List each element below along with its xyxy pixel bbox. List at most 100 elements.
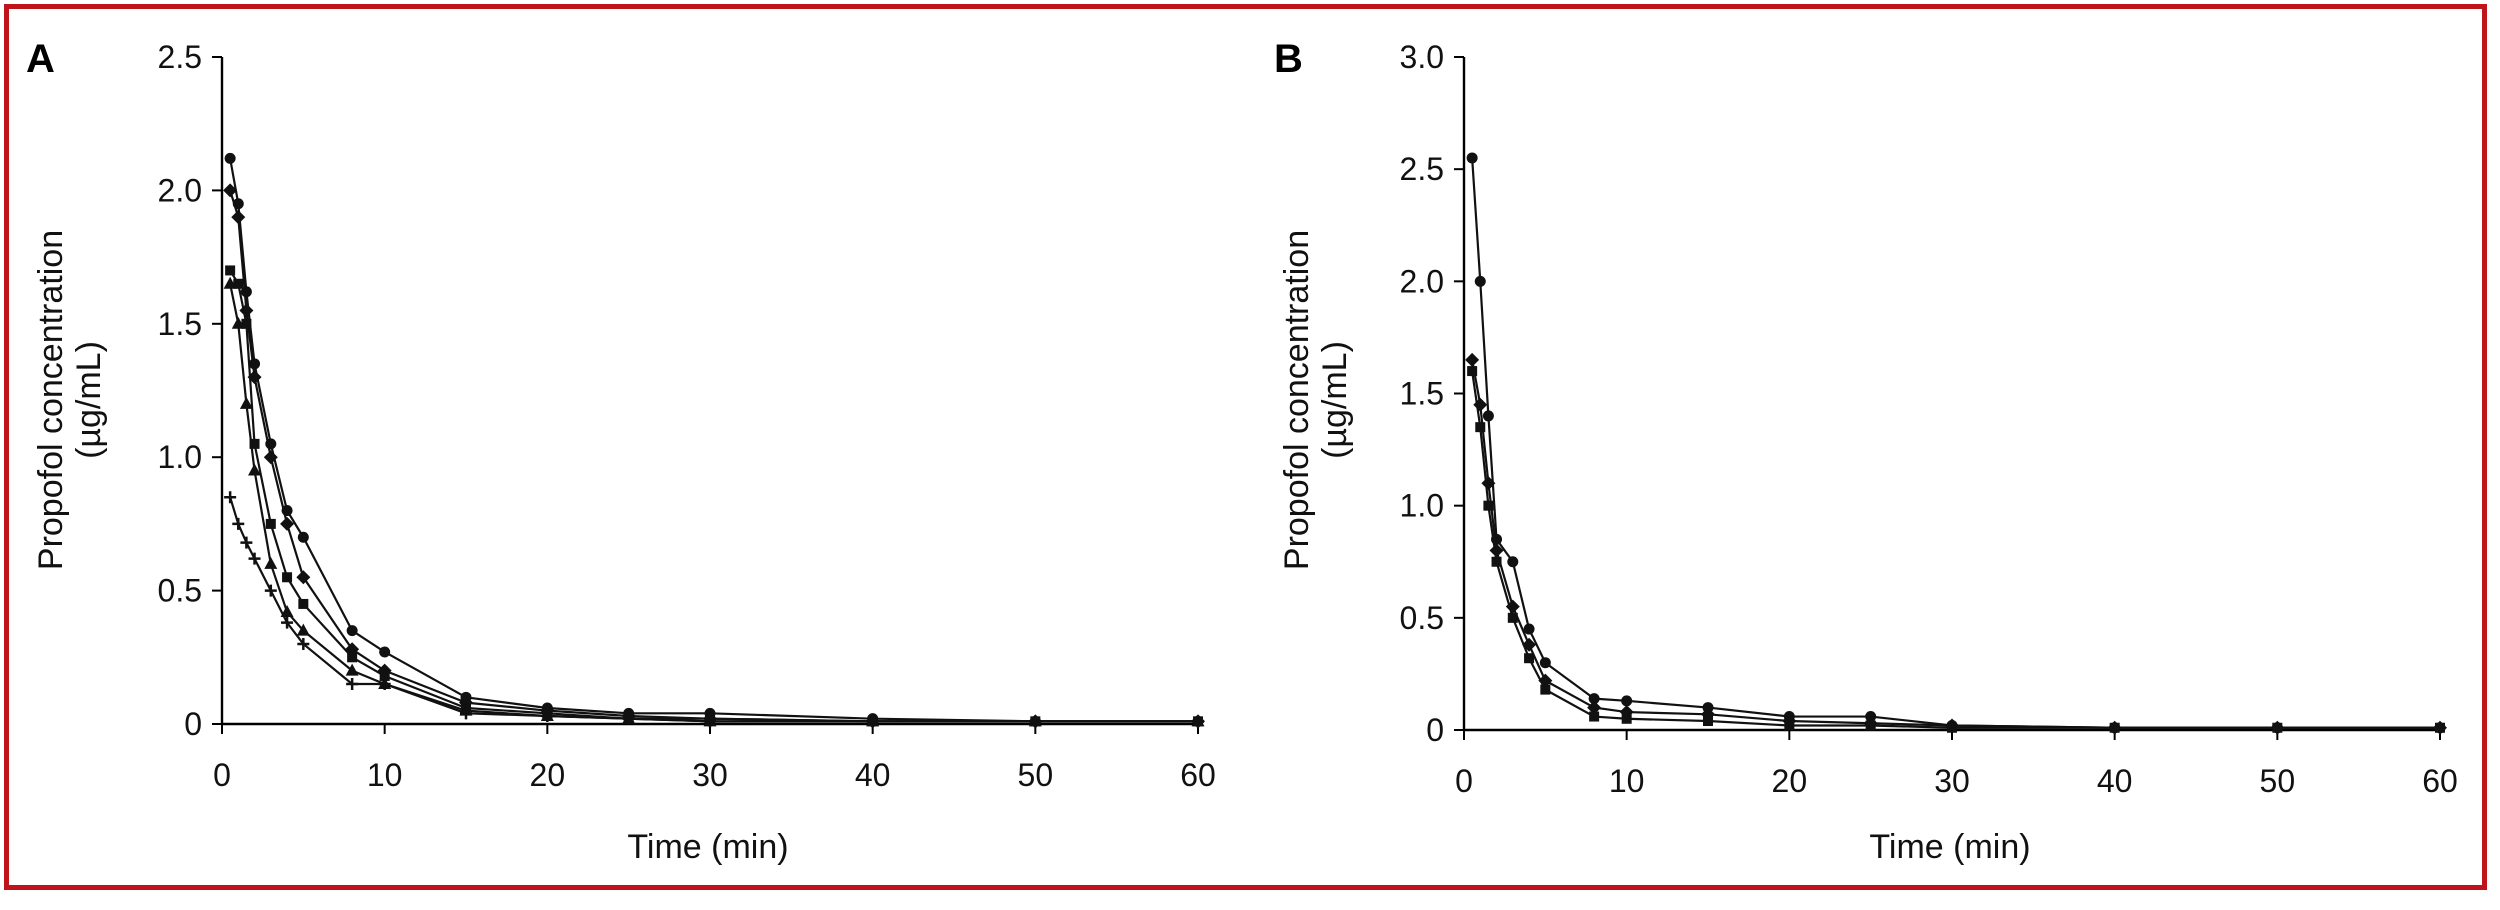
panel-a-x-tick-label: 40	[855, 757, 891, 793]
panel-a-series-2-line	[229, 190, 1198, 723]
panel-a-series-2-point	[296, 570, 311, 585]
panel-a-series-1-point	[297, 531, 309, 543]
panel-b-series-3-point	[1947, 722, 1957, 733]
panel-b-y-tick-label: 2.5	[1400, 151, 1444, 187]
panel-a-series-5-point	[240, 536, 253, 549]
panel-a-series-4-line	[229, 283, 1198, 723]
panel-a-series-5-point	[264, 584, 277, 597]
panel-a-series-3-point	[298, 598, 309, 609]
panel-b-ylabel-line1: Propofol concentration	[1278, 230, 1316, 570]
panel-a-x-tick-label: 20	[530, 757, 566, 793]
panel-a-series-3-point	[265, 518, 276, 529]
panel-b-series-3-point	[1467, 366, 1478, 377]
panel-a-series-3-point	[249, 438, 260, 449]
panel-a-y-tick-label: 2.0	[158, 172, 202, 208]
panel-b-series-1-point	[1466, 152, 1478, 164]
panel-a-y-tick-label: 0	[184, 706, 202, 742]
panel-b-series-3-point	[1540, 684, 1551, 695]
panel-a-series-4-point	[223, 276, 237, 289]
panel-b-chart: B Propofol concentration (µg/mL) Time (m…	[1274, 37, 2458, 866]
panel-b-y-tick-label: 0.5	[1400, 600, 1444, 636]
panel-b-x-tick-label: 10	[1609, 763, 1645, 799]
panel-b-x-tick-label: 20	[1772, 763, 1808, 799]
panel-b-xlabel: Time (min)	[1869, 828, 2030, 866]
panel-a-series-5-point	[622, 712, 635, 725]
panel-a-x-tick-label: 30	[692, 757, 728, 793]
panel-a-series-5-point	[378, 677, 391, 690]
panel-a-series-5-point	[232, 517, 245, 530]
panel-a-ylabel-line2: (µg/mL)	[70, 341, 108, 459]
panel-b-x-tick-label: 40	[2097, 763, 2133, 799]
panel-a-series-5-point	[1192, 715, 1204, 728]
panel-a-label: A	[26, 37, 55, 81]
panel-a-chart: A Propofol concentration (µg/mL) Time (m…	[26, 37, 1216, 866]
panel-b-y-tick-label: 2.0	[1400, 263, 1444, 299]
panel-a-series-1-point	[249, 358, 261, 370]
panel-b-x-tick-label: 60	[2422, 763, 2458, 799]
panel-a-series-1-point	[379, 646, 391, 658]
panel-a-series-1-point	[346, 625, 358, 637]
panel-b-series-2-point	[1587, 700, 1602, 715]
panel-a-series-5-point	[704, 715, 716, 728]
panel-b-series-1-point	[1621, 695, 1633, 707]
panel-a-series-5-point	[1029, 715, 1042, 728]
panel-b-y-tick-label: 0	[1426, 712, 1444, 748]
panel-a-series-2-point	[280, 516, 295, 531]
panel-b-series-3-point	[1524, 653, 1535, 664]
panel-a-series-4-point	[239, 396, 253, 409]
panel-a-series-2-point	[239, 303, 254, 318]
panel-a-series-1-point	[224, 152, 236, 164]
figure-frame	[4, 4, 2487, 890]
panel-a-x-tick-label: 10	[367, 757, 403, 793]
panel-b-series-3-point	[1483, 500, 1494, 511]
panel-a-series-4-point	[296, 623, 310, 636]
panel-a-series-3-point	[282, 572, 293, 583]
panel-a-series-5-point	[248, 552, 261, 565]
panel-a-series-3-point	[225, 265, 236, 276]
panel-a-series-4-point	[248, 463, 262, 476]
panel-b-series-3-point	[2109, 722, 2120, 733]
panel-b-series-1-point	[1507, 556, 1519, 568]
panel-b-series-1-point	[1539, 657, 1551, 669]
panel-a-series-5-point	[297, 637, 310, 650]
panel-a-series-2-point	[231, 210, 246, 225]
panel-a-y-tick-label: 1.5	[158, 306, 202, 342]
panel-b-series-1-line	[1471, 157, 2440, 729]
panel-b-series-3-line	[1471, 370, 2440, 729]
panel-a-y-tick-label: 2.5	[158, 39, 202, 75]
panel-b-series-1-point	[1523, 623, 1535, 635]
panel-b-series-3-point	[2272, 722, 2283, 733]
panel-a-series-4-point	[345, 663, 359, 676]
panel-b-series-3-point	[1865, 720, 1876, 731]
panel-b-series-3-point	[1589, 711, 1600, 722]
panel-a-series-5-point	[541, 709, 554, 722]
panel-b-series-3-point	[1507, 612, 1518, 623]
panel-b-series-1-point	[1482, 410, 1494, 422]
panel-b-ylabel-line2: (µg/mL)	[1316, 341, 1354, 459]
panel-a-xlabel: Time (min)	[627, 828, 788, 866]
panel-a-series-5-point	[346, 677, 359, 690]
panel-b-series-3-point	[1491, 556, 1502, 567]
panel-a-series-3-point	[241, 318, 252, 329]
panel-a-series-3-point	[233, 278, 244, 289]
panel-b-y-tick-label: 3.0	[1400, 39, 1444, 75]
panel-b-label: B	[1274, 37, 1303, 81]
panel-a-series-3-line	[229, 269, 1198, 723]
panel-b-x-tick-label: 50	[2260, 763, 2296, 799]
panel-a-x-tick-label: 60	[1180, 757, 1216, 793]
panel-a-series-5-line	[229, 496, 1198, 723]
panel-a-series-5-point	[460, 707, 472, 720]
panel-a-x-tick-label: 0	[213, 757, 231, 793]
panel-b-y-tick-label: 1.0	[1400, 488, 1444, 524]
panel-b-series-2-line	[1471, 359, 2440, 729]
panel-a-series-5-point	[281, 616, 294, 629]
panel-a-ylabel-line1: Propofol concentration	[32, 230, 70, 570]
panel-b-series-2-point	[1465, 352, 1480, 367]
panel-b-series-2-point	[1489, 543, 1504, 558]
panel-a-series-3-point	[347, 652, 358, 663]
panel-a-series-3-point	[379, 670, 390, 681]
panel-a-series-2-point	[223, 183, 238, 198]
panel-b-series-1-point	[1588, 693, 1600, 705]
panel-b-series-3-point	[1475, 422, 1486, 433]
panel-a-y-tick-label: 1.0	[158, 439, 202, 475]
